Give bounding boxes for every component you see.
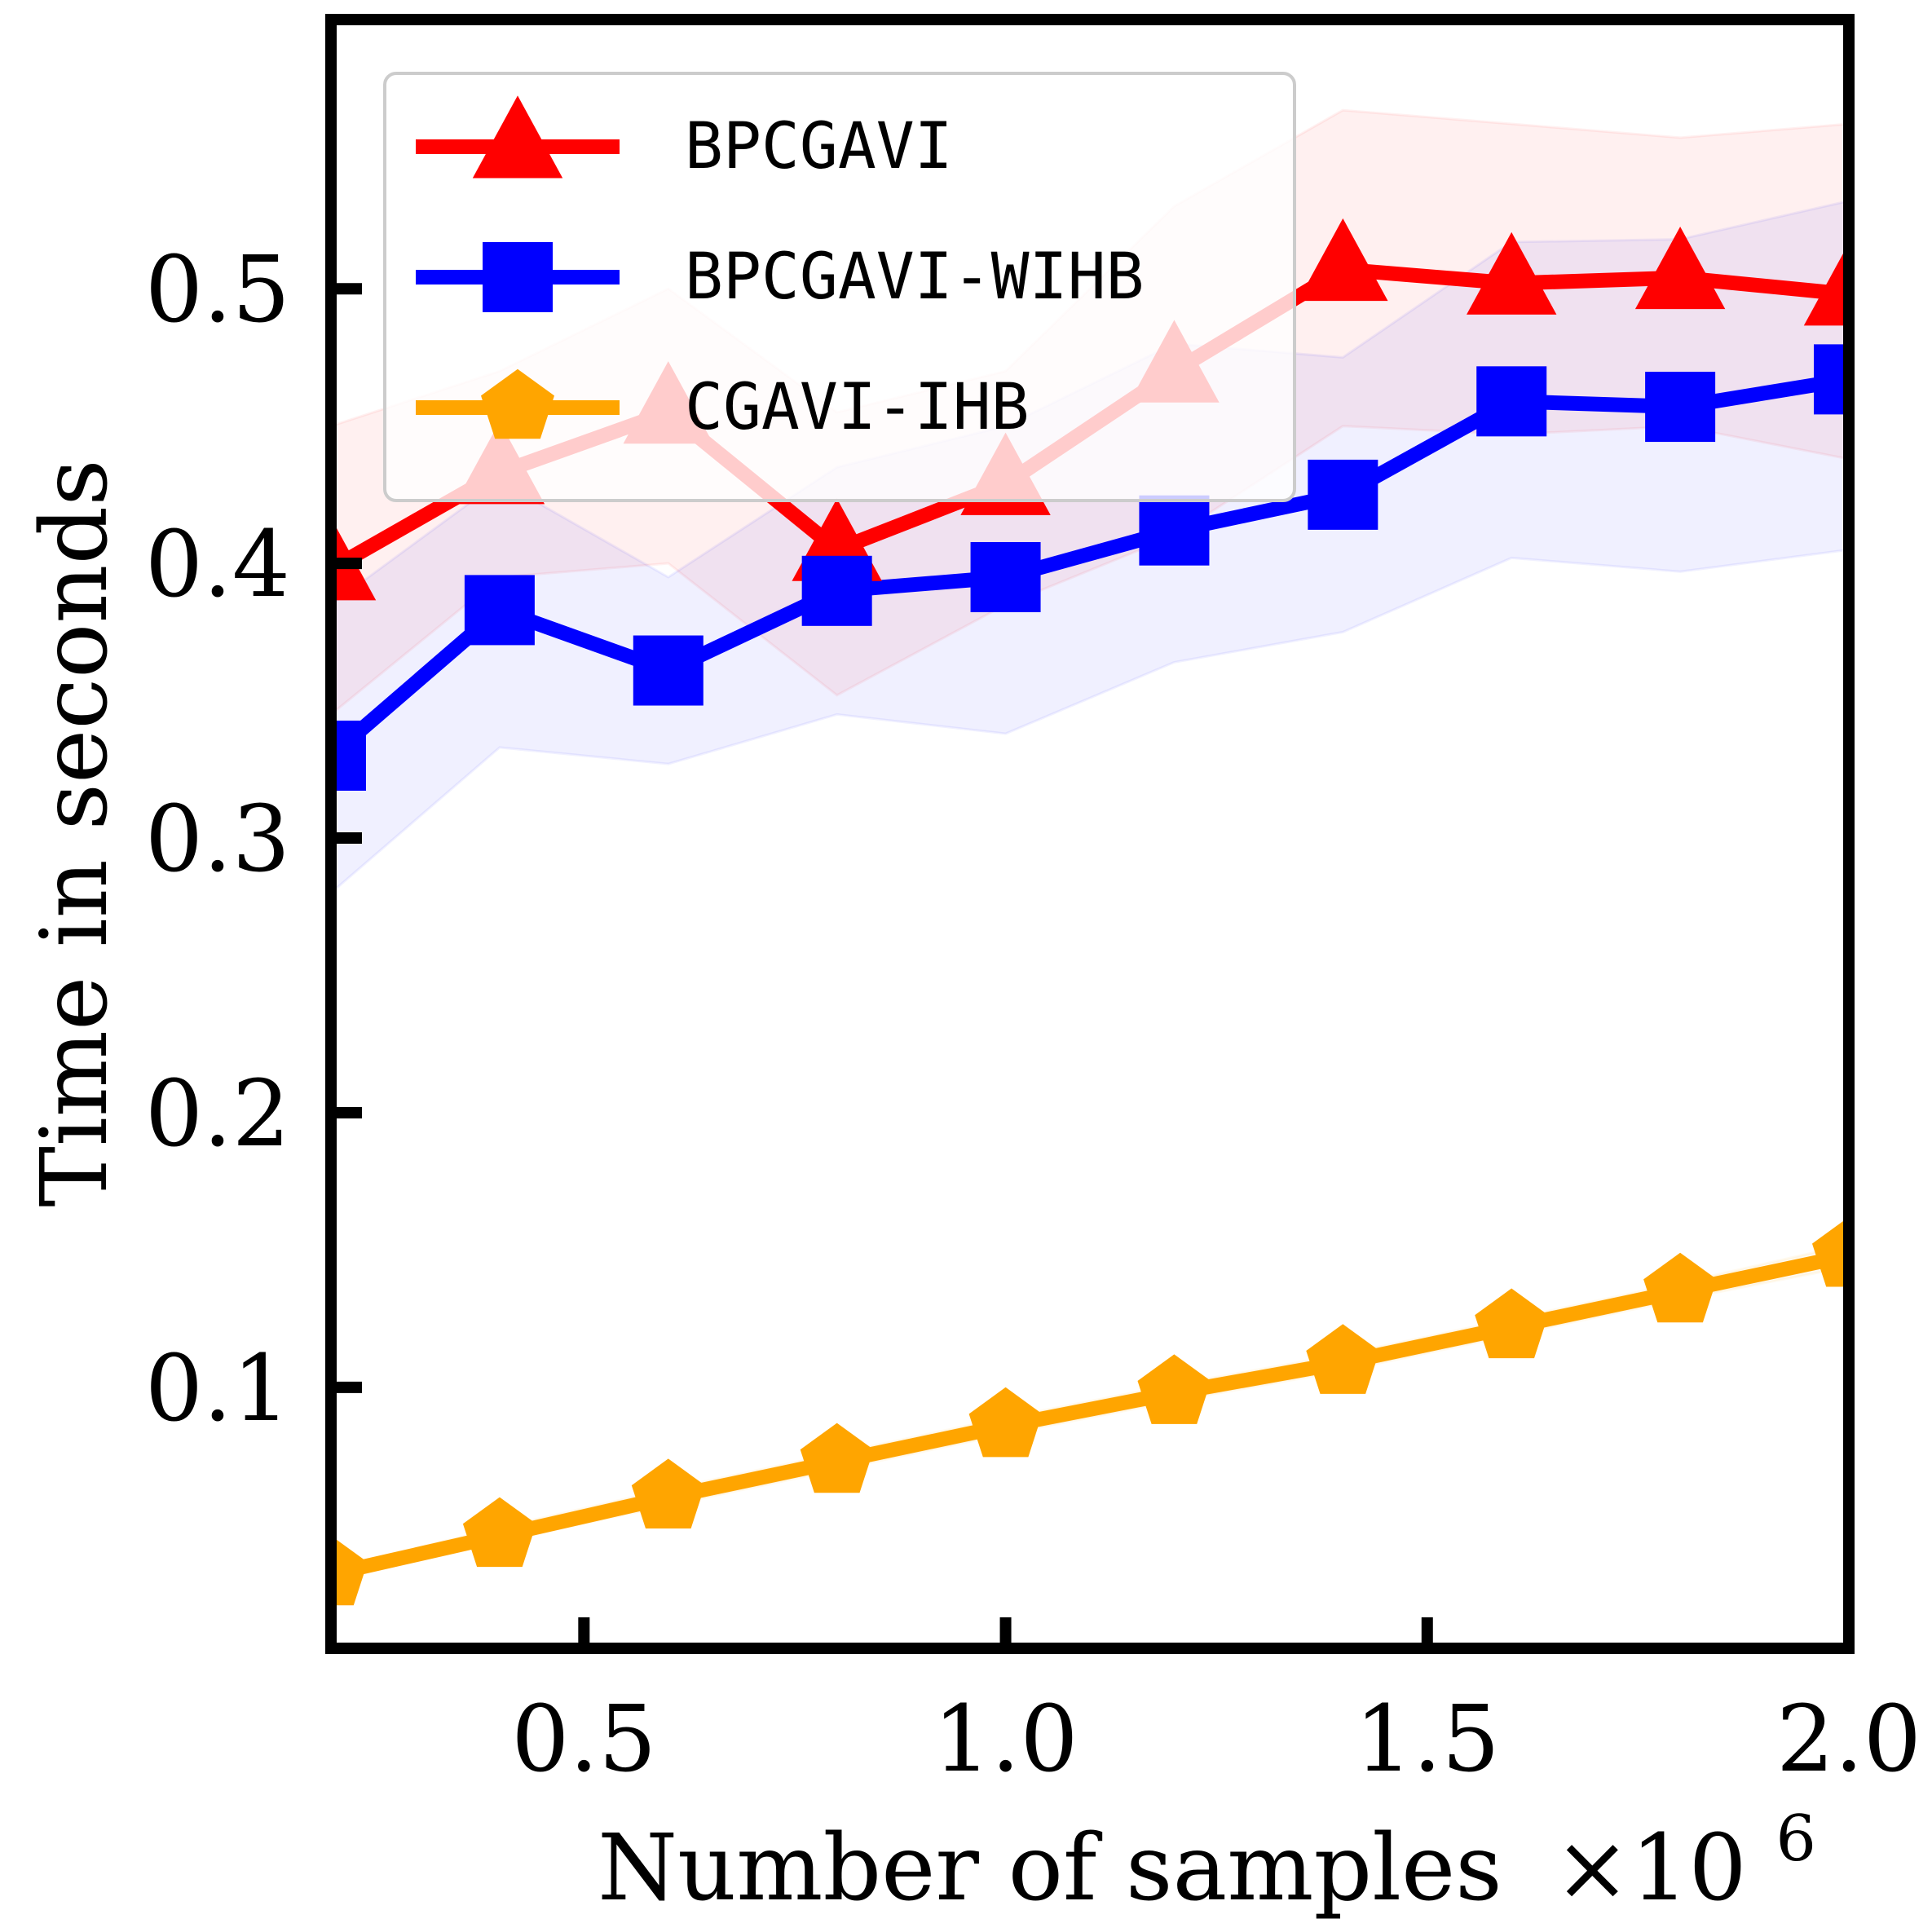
cgavi-ihb-point — [631, 1458, 705, 1528]
cgavi-ihb-point — [800, 1423, 874, 1493]
y-axis-label: Time in seconds — [22, 459, 128, 1206]
cgavi-ihb-point — [331, 1535, 368, 1606]
cgavi-ihb-point — [1306, 1324, 1380, 1394]
x-axis-multiplier: ×10 — [1554, 1815, 1746, 1921]
legend-bpcgavi-wihb-label: BPCGAVI-WIHB — [685, 240, 1145, 314]
cgavi-ihb-line — [331, 1248, 1849, 1581]
cgavi-ihb-point — [1643, 1252, 1718, 1323]
x-axis-label-text: Number of samples — [598, 1815, 1502, 1921]
y-tick-label: 0.1 — [145, 1336, 290, 1442]
bpcgavi-point — [1467, 232, 1557, 315]
cgavi-ihb-point — [462, 1497, 536, 1568]
bpcgavi-wihb-point — [1476, 366, 1547, 437]
y-tick-label: 0.2 — [145, 1061, 290, 1167]
cgavi-ihb-point — [968, 1387, 1043, 1458]
x-axis-ticks: 0.5 1.0 1.5 2.0 — [511, 1617, 1921, 1793]
legend-bpcgavi-label: BPCGAVI — [685, 110, 953, 183]
legend-bpcgavi-marker — [472, 95, 563, 179]
bpcgavi-wihb-point — [331, 720, 366, 791]
legend-bpcgavi-wihb-marker — [483, 242, 553, 312]
cgavi-ihb-point — [1137, 1354, 1211, 1424]
y-tick-label: 0.4 — [145, 512, 290, 618]
legend-box — [383, 72, 1296, 502]
cgavi-ihb-point — [1812, 1216, 1849, 1287]
bpcgavi-wihb-line — [331, 372, 1849, 761]
bpcgavi-point — [1298, 218, 1388, 302]
bpcgavi-wihb-point — [801, 555, 872, 626]
bpcgavi-wihb-point — [1645, 372, 1716, 443]
x-tick-label: 1.0 — [933, 1687, 1078, 1793]
bpcgavi-wihb-point — [464, 575, 535, 646]
bpcgavi-wihb-point — [1139, 495, 1210, 566]
legend: BPCGAVI BPCGAVI-WIHB CGAVI-IHB — [383, 72, 1296, 502]
legend-cgavi-ihb-label: CGAVI-IHB — [685, 371, 1030, 444]
y-tick-label: 0.5 — [145, 237, 290, 343]
cgavi-ihb-point — [1475, 1288, 1549, 1359]
x-axis-multiplier-exponent: 6 — [1775, 1802, 1816, 1876]
y-tick-label: 0.3 — [145, 787, 290, 893]
bpcgavi-point — [1803, 243, 1849, 326]
bpcgavi-wihb-point — [1814, 344, 1849, 415]
x-tick-label: 2.0 — [1776, 1687, 1921, 1793]
x-tick-label: 0.5 — [511, 1687, 656, 1793]
bpcgavi-wihb-point — [970, 541, 1041, 612]
x-tick-label: 1.5 — [1355, 1687, 1500, 1793]
legend-cgavi-ihb-marker — [481, 368, 554, 439]
x-axis-label: Number of samples ×10 6 — [598, 1802, 1816, 1921]
bpcgavi-wihb-point — [633, 635, 704, 706]
bpcgavi-wihb-point — [1308, 459, 1378, 530]
bpcgavi-point — [1634, 226, 1726, 310]
y-axis-ticks: 0.1 0.2 0.3 0.4 0.5 — [145, 237, 362, 1442]
